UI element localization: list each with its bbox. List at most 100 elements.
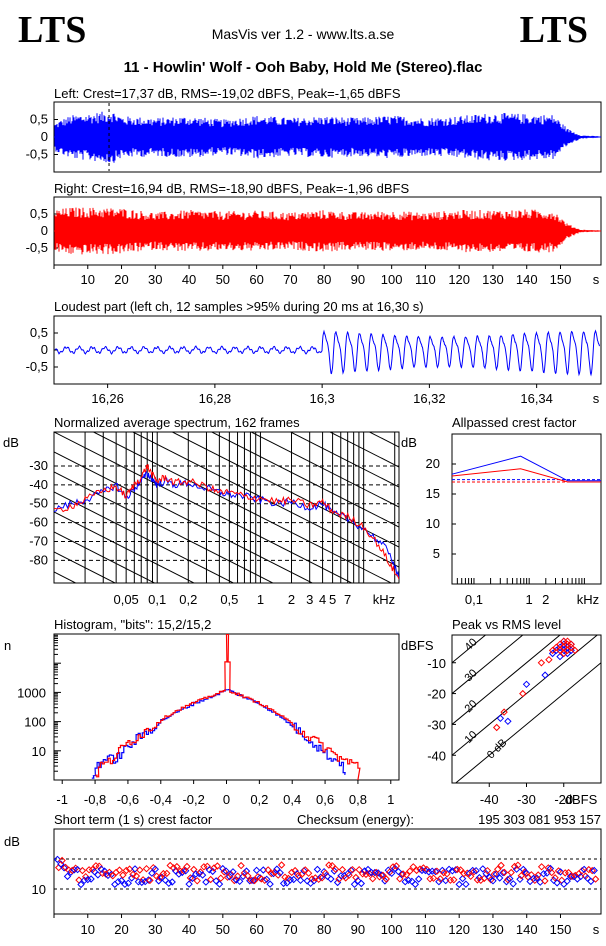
short-term-crest-point-left: [73, 865, 82, 874]
avg-spectrum-ytick-label: -40: [29, 477, 48, 492]
short-term-crest-point-left: [70, 866, 79, 874]
histogram-xtick-label: 1: [387, 792, 394, 807]
short-term-crest-point-left: [202, 878, 210, 886]
short-term-crest-point-right: [260, 876, 269, 885]
short-term-crest-point-left: [276, 869, 284, 877]
peak-vs-rms-point-right: [567, 640, 575, 649]
peak-vs-rms-ytick-label: -10: [427, 656, 446, 671]
short-term-crest-point-right: [436, 875, 445, 883]
short-term-crest-point-left: [398, 870, 406, 879]
short-term-crest-xtick-label: 40: [182, 922, 196, 937]
short-term-crest-point-left: [296, 876, 305, 885]
avg-spectrum-xtick-label: 1: [257, 592, 264, 607]
waveform-right-xtick-label: 110: [415, 272, 436, 287]
short-term-crest-point-right: [136, 866, 144, 874]
short-term-crest-point-right: [193, 877, 201, 885]
short-term-crest-point-left: [560, 880, 568, 888]
peak-vs-rms-point-right: [492, 723, 501, 732]
short-term-crest-point-right: [129, 870, 137, 879]
short-term-crest-point-left: [327, 875, 335, 883]
short-term-crest-point-left: [350, 880, 359, 889]
short-term-crest-point-left: [215, 880, 224, 888]
peak-vs-rms-diagonal-label: 20: [463, 698, 480, 715]
histogram-series-left: [91, 689, 346, 779]
avg-spectrum-xtick-label: 5: [329, 592, 336, 607]
peak-vs-rms-point-right: [519, 689, 527, 698]
short-term-crest-point-right: [267, 869, 276, 878]
waveform-right-x-unit: s: [593, 272, 600, 287]
avg-spectrum-slope-line: [54, 531, 156, 583]
waveform-right-xtick-label: 10: [81, 272, 95, 287]
peak-vs-rms-point-right: [548, 646, 557, 655]
short-term-crest-point-left: [235, 877, 244, 886]
short-term-crest-point-right: [146, 876, 154, 885]
short-term-crest-point-right: [95, 862, 103, 870]
short-term-crest-point-left: [587, 877, 595, 886]
short-term-crest-point-left: [455, 880, 463, 889]
short-term-crest-point-left: [522, 869, 531, 878]
short-term-crest-point-right: [352, 873, 360, 882]
short-term-crest-point-right: [551, 874, 559, 882]
avg-spectrum-xtick-label: 4: [319, 592, 326, 607]
waveform-right-xtick-label: 100: [381, 272, 403, 287]
waveform-right-ytick-label: 0: [41, 223, 48, 238]
short-term-crest-xtick-label: 20: [114, 922, 128, 937]
short-term-crest-point-right: [385, 868, 394, 876]
waveform-right-xtick-label: 150: [550, 272, 572, 287]
waveform-right-xtick-label: 30: [148, 272, 162, 287]
short-term-crest-point-right: [159, 869, 168, 878]
short-term-crest-point-right: [466, 872, 475, 881]
waveform-right-xtick-label: 60: [249, 272, 263, 287]
short-term-crest-point-left: [60, 864, 68, 872]
avg-spectrum-xtick-label: 0,5: [220, 592, 238, 607]
short-term-crest-point-right: [321, 869, 330, 877]
histogram-ytick-label: 100: [24, 715, 46, 730]
short-term-crest-point-right: [460, 869, 468, 878]
short-term-crest-point-left: [198, 871, 207, 879]
short-term-crest-point-right: [338, 865, 347, 874]
short-term-crest-point-right: [81, 872, 90, 881]
short-term-crest-point-right: [561, 869, 569, 877]
short-term-crest-point-left: [165, 879, 173, 888]
short-term-crest-point-right: [115, 866, 124, 874]
short-term-crest-point-right: [456, 866, 465, 874]
short-term-crest-point-right: [429, 874, 438, 882]
short-term-crest-point-right: [213, 862, 222, 870]
histogram-xtick-label: 0,8: [349, 792, 367, 807]
short-term-crest-point-left: [401, 877, 409, 886]
short-term-crest-point-right: [186, 874, 195, 882]
short-term-crest-point-right: [183, 862, 191, 871]
short-term-crest-point-right: [500, 868, 509, 877]
avg-spectrum-slope-line: [54, 432, 353, 583]
short-term-crest-point-right: [122, 866, 131, 875]
short-term-crest-xtick-label: 150: [550, 922, 572, 937]
allpassed-crest-title: Allpassed crest factor: [452, 415, 577, 430]
peak-vs-rms-ytick-label: -20: [427, 687, 446, 702]
short-term-crest-point-left: [580, 865, 588, 874]
short-term-crest-point-left: [111, 880, 119, 889]
short-term-crest-point-left: [458, 874, 467, 883]
short-term-crest-point-right: [78, 866, 87, 875]
short-term-crest-point-left: [225, 872, 234, 881]
short-term-crest-xtick-label: 140: [516, 922, 538, 937]
short-term-crest-point-right: [230, 876, 239, 885]
short-term-crest-point-right: [244, 872, 252, 880]
short-term-crest-point-left: [279, 879, 288, 888]
short-term-crest-point-left: [377, 871, 386, 879]
short-term-crest-point-right: [287, 868, 296, 877]
short-term-crest-point-right: [264, 866, 272, 874]
short-term-crest-point-right: [382, 875, 391, 883]
avg-spectrum-x-unit: kHz: [373, 592, 395, 607]
histogram-xtick-label: 0,2: [250, 792, 268, 807]
short-term-crest-point-left: [289, 875, 298, 884]
short-term-crest-ylabel: dB: [4, 834, 20, 849]
short-term-crest-point-right: [166, 861, 174, 870]
short-term-crest-point-left: [181, 867, 190, 875]
avg-spectrum-xtick-label: 0,1: [148, 592, 166, 607]
short-term-crest-xtick-label: 50: [216, 922, 230, 937]
short-term-crest-point-left: [77, 880, 85, 889]
short-term-crest-point-left: [229, 868, 237, 876]
short-term-crest-point-left: [489, 877, 497, 885]
short-term-crest-point-right: [355, 865, 363, 874]
